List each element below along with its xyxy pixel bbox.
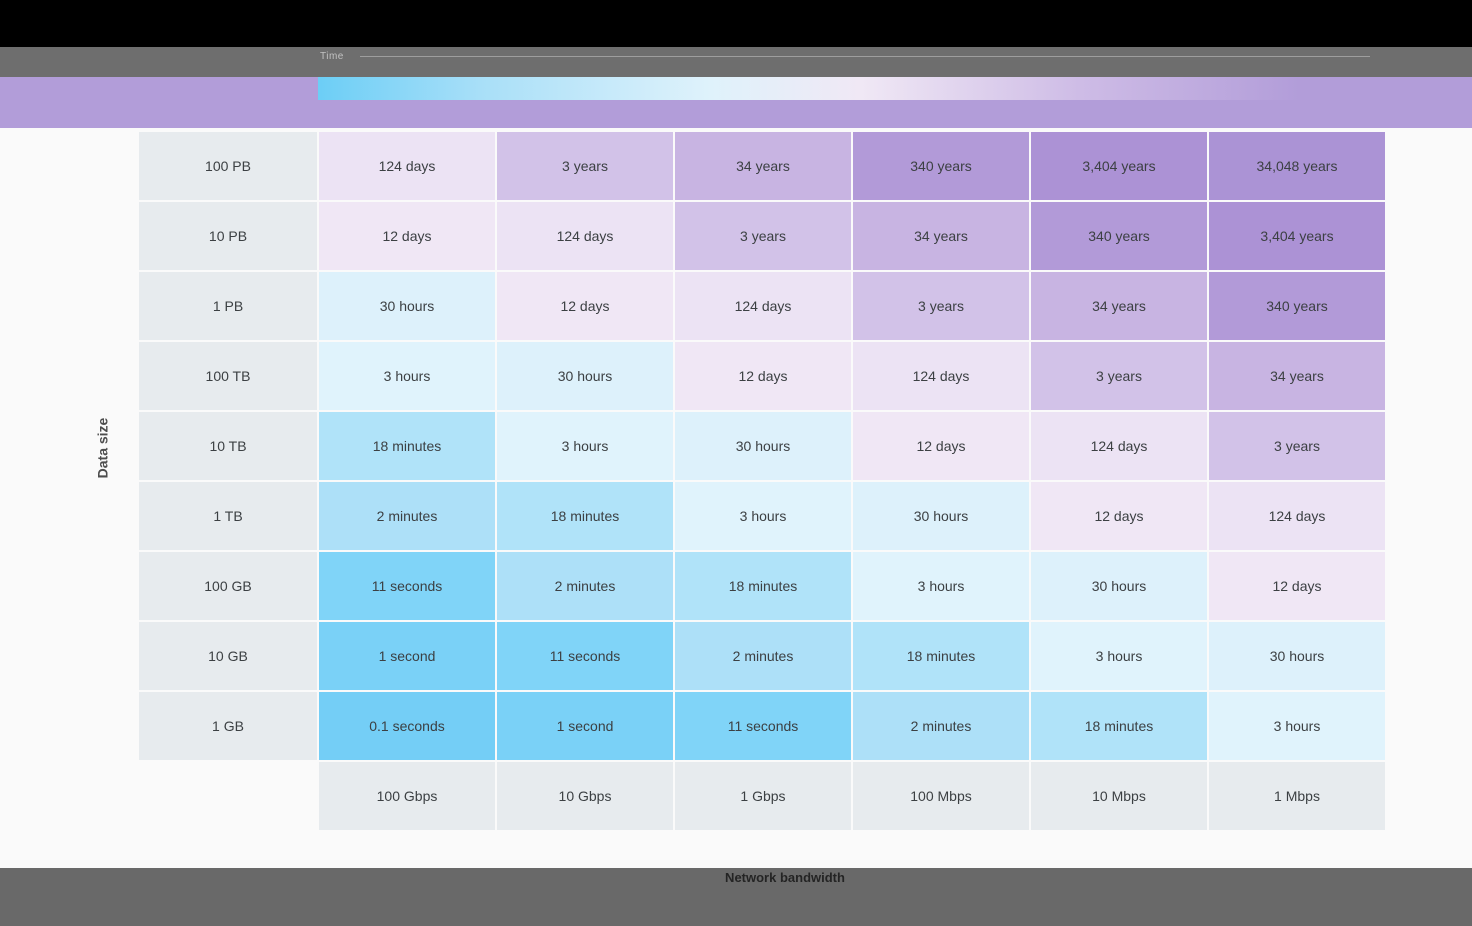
heatmap-cell-1TB-1Mbps: 124 days <box>1209 482 1385 550</box>
heatmap-cell-1TB-100Gbps: 2 minutes <box>319 482 495 550</box>
legend-band <box>0 77 1472 128</box>
heatmap-cell-10GB-100Gbps: 1 second <box>319 622 495 690</box>
heatmap-cell-100TB-1Gbps: 12 days <box>675 342 851 410</box>
heatmap-cell-100PB-1Gbps: 34 years <box>675 132 851 200</box>
heatmap-cell-100TB-100Gbps: 3 hours <box>319 342 495 410</box>
heatmap-cell-100GB-1Mbps: 12 days <box>1209 552 1385 620</box>
heatmap-cell-1TB-10Mbps: 12 days <box>1031 482 1207 550</box>
col-label: 10 Gbps <box>497 762 673 830</box>
x-axis-label: Network bandwidth <box>725 870 845 885</box>
heatmap-cell-1PB-10Mbps: 34 years <box>1031 272 1207 340</box>
heatmap-cell-10TB-1Gbps: 30 hours <box>675 412 851 480</box>
heatmap-cell-100TB-10Mbps: 3 years <box>1031 342 1207 410</box>
heatmap-cell-1PB-10Gbps: 12 days <box>497 272 673 340</box>
time-color-scale-gradient <box>318 77 1472 100</box>
heatmap-cell-10TB-10Mbps: 124 days <box>1031 412 1207 480</box>
heatmap-cell-1PB-100Mbps: 3 years <box>853 272 1029 340</box>
row-label: 10 GB <box>139 622 317 690</box>
y-axis-label: Data size <box>94 417 111 479</box>
heatmap-cell-1GB-10Gbps: 1 second <box>497 692 673 760</box>
heatmap-cell-1TB-100Mbps: 30 hours <box>853 482 1029 550</box>
top-black-band <box>0 0 1472 47</box>
row-label: 1 GB <box>139 692 317 760</box>
horizontal-rule <box>360 56 1370 57</box>
col-label: 1 Gbps <box>675 762 851 830</box>
heatmap-cell-10GB-100Mbps: 18 minutes <box>853 622 1029 690</box>
toolbar-band: Time <box>0 47 1472 77</box>
heatmap-cell-10PB-1Mbps: 3,404 years <box>1209 202 1385 270</box>
row-label: 10 PB <box>139 202 317 270</box>
legend-title: Time <box>320 51 344 62</box>
heatmap-cell-100GB-100Gbps: 11 seconds <box>319 552 495 620</box>
heatmap-cell-10PB-10Gbps: 124 days <box>497 202 673 270</box>
col-label: 100 Mbps <box>853 762 1029 830</box>
heatmap-cell-10TB-100Mbps: 12 days <box>853 412 1029 480</box>
heatmap-cell-100GB-10Gbps: 2 minutes <box>497 552 673 620</box>
footer-spacer <box>139 762 317 830</box>
heatmap-cell-1PB-1Gbps: 124 days <box>675 272 851 340</box>
heatmap-cell-1PB-1Mbps: 340 years <box>1209 272 1385 340</box>
heatmap-cell-10PB-100Gbps: 12 days <box>319 202 495 270</box>
heatmap-cell-1GB-1Mbps: 3 hours <box>1209 692 1385 760</box>
row-label: 100 GB <box>139 552 317 620</box>
heatmap-cell-100PB-10Gbps: 3 years <box>497 132 673 200</box>
heatmap-cell-100PB-1Mbps: 34,048 years <box>1209 132 1385 200</box>
heatmap-cell-100GB-100Mbps: 3 hours <box>853 552 1029 620</box>
heatmap-cell-1TB-10Gbps: 18 minutes <box>497 482 673 550</box>
heatmap-cell-100TB-1Mbps: 34 years <box>1209 342 1385 410</box>
heatmap-cell-1PB-100Gbps: 30 hours <box>319 272 495 340</box>
heatmap-cell-1TB-1Gbps: 3 hours <box>675 482 851 550</box>
row-label: 100 TB <box>139 342 317 410</box>
heatmap-cell-1GB-10Mbps: 18 minutes <box>1031 692 1207 760</box>
heatmap-cell-10TB-10Gbps: 3 hours <box>497 412 673 480</box>
y-axis-label-container: Data size <box>72 398 132 498</box>
heatmap-cell-100GB-10Mbps: 30 hours <box>1031 552 1207 620</box>
heatmap-cell-1GB-100Gbps: 0.1 seconds <box>319 692 495 760</box>
heatmap-cell-100TB-10Gbps: 30 hours <box>497 342 673 410</box>
heatmap-cell-100TB-100Mbps: 124 days <box>853 342 1029 410</box>
heatmap-cell-1GB-1Gbps: 11 seconds <box>675 692 851 760</box>
col-label: 10 Mbps <box>1031 762 1207 830</box>
heatmap-cell-100PB-100Mbps: 340 years <box>853 132 1029 200</box>
heatmap-cell-10GB-10Mbps: 3 hours <box>1031 622 1207 690</box>
heatmap-cell-10GB-1Mbps: 30 hours <box>1209 622 1385 690</box>
heatmap-cell-10GB-1Gbps: 2 minutes <box>675 622 851 690</box>
heatmap-cell-10TB-1Mbps: 3 years <box>1209 412 1385 480</box>
heatmap-cell-100GB-1Gbps: 18 minutes <box>675 552 851 620</box>
col-label: 1 Mbps <box>1209 762 1385 830</box>
row-label: 1 PB <box>139 272 317 340</box>
row-label: 10 TB <box>139 412 317 480</box>
bottom-gray-band: Network bandwidth <box>0 868 1472 926</box>
col-label: 100 Gbps <box>319 762 495 830</box>
heatmap-cell-10PB-10Mbps: 340 years <box>1031 202 1207 270</box>
transfer-time-heatmap: 100 PB 124 days 3 years 34 years 340 years 3,… <box>139 132 1385 830</box>
row-label: 1 TB <box>139 482 317 550</box>
row-label: 100 PB <box>139 132 317 200</box>
heatmap-cell-10PB-100Mbps: 34 years <box>853 202 1029 270</box>
figure-content: Data size 100 PB 124 days 3 years 34 years 3… <box>0 128 1472 868</box>
heatmap-cell-10TB-100Gbps: 18 minutes <box>319 412 495 480</box>
heatmap-cell-100PB-100Gbps: 124 days <box>319 132 495 200</box>
heatmap-cell-10PB-1Gbps: 3 years <box>675 202 851 270</box>
heatmap-cell-1GB-100Mbps: 2 minutes <box>853 692 1029 760</box>
heatmap-cell-10GB-10Gbps: 11 seconds <box>497 622 673 690</box>
heatmap-cell-100PB-10Mbps: 3,404 years <box>1031 132 1207 200</box>
